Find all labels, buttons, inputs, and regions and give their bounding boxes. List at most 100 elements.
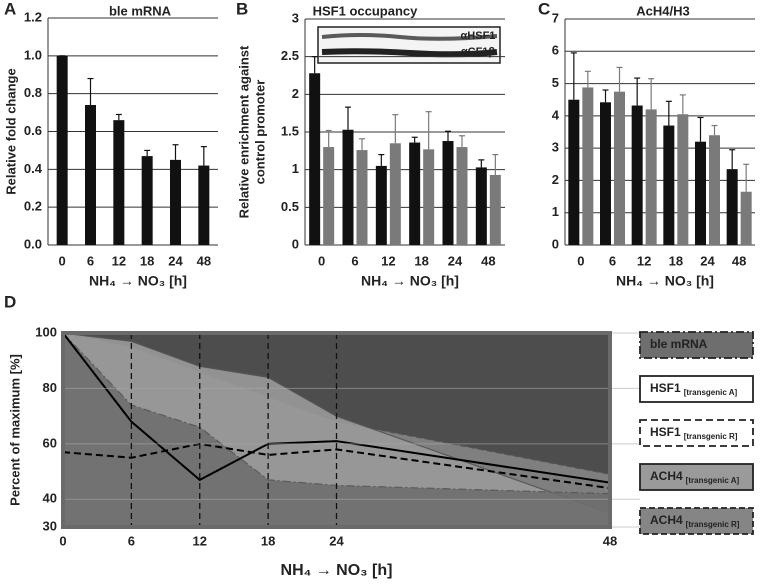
legend-name-sub: [transgenic R] (684, 432, 738, 441)
legend-name-sub: [transgenic A] (686, 476, 740, 485)
bar (709, 135, 720, 245)
blot-label: αHSF1 (461, 30, 496, 42)
x-tick-label: 0 (59, 533, 66, 548)
y-tick-label: 7 (552, 10, 559, 25)
x-axis-label: NH₄ → NO₃ [h] (89, 273, 187, 289)
legend-swatch (639, 463, 754, 491)
bar (614, 91, 625, 246)
legend-name: HSF1 (650, 425, 681, 439)
y-axis-label: Relative fold change (3, 68, 18, 194)
x-tick-label: 24 (168, 253, 183, 268)
chart-title: ble mRNA (109, 3, 172, 18)
panel-letter: A (4, 0, 16, 18)
bar (141, 156, 153, 245)
legend-label: HSF1 [transgenic A] (650, 381, 738, 397)
legend-swatch (639, 507, 754, 535)
legend-name: ACH4 (650, 513, 683, 527)
line (62, 332, 611, 484)
legend-swatch (639, 375, 754, 403)
blot-label: αCF1β (461, 46, 496, 58)
x-tick-label: 6 (351, 253, 358, 268)
blot-band (321, 48, 498, 58)
bar (631, 105, 643, 245)
y-tick-label: 2.5 (281, 48, 299, 63)
y-tick-label: 1.0 (24, 47, 42, 62)
x-tick-label: 18 (140, 253, 154, 268)
y-tick-label: 1 (552, 204, 559, 219)
x-tick-label: 48 (732, 253, 746, 268)
x-tick-label: 24 (448, 253, 463, 268)
legend-name: ACH4 (650, 469, 683, 483)
y-tick-label: 0.2 (24, 199, 42, 214)
bar (456, 147, 468, 245)
chart-title: HSF1 occupancy (313, 3, 419, 18)
line (62, 442, 611, 490)
legend-name: HSF1 (650, 381, 681, 395)
bar (645, 109, 657, 246)
x-tick-label: 6 (609, 253, 616, 268)
legend-label: HSF1 [transgenic R] (650, 425, 738, 441)
x-axis-label: NH₄ → NO₃ [h] (281, 562, 393, 579)
bar (475, 167, 487, 245)
legend-name: ble mRNA (650, 337, 708, 351)
y-tick-label: 0.4 (24, 161, 43, 176)
panel-letter: B (236, 0, 248, 18)
x-tick-label: 18 (669, 253, 683, 268)
y-tick-label: 0 (552, 236, 559, 251)
x-tick-label: 48 (481, 253, 495, 268)
bar (423, 149, 435, 245)
bar (740, 191, 752, 245)
y-tick-label: 3 (552, 140, 559, 155)
bar (582, 87, 594, 246)
y-tick-label: 0.8 (24, 85, 42, 100)
bar (677, 114, 689, 245)
y-tick-label: 0.0 (24, 236, 42, 251)
y-tick-label: 60 (43, 435, 57, 450)
x-tick-label: 0 (318, 253, 325, 268)
y-tick-label: 1.2 (24, 9, 42, 24)
x-axis-label: NH₄ → NO₃ [h] (616, 273, 714, 289)
x-axis-label: NH₄ → NO₃ [h] (361, 273, 459, 289)
x-tick-label: 6 (87, 253, 94, 268)
bar (695, 141, 706, 245)
legend-name-sub: [transgenic R] (686, 520, 740, 529)
bar (409, 142, 421, 245)
y-axis-label: Percent of maximum [%] (7, 354, 22, 506)
bar (56, 55, 68, 246)
y-tick-label: 0.5 (281, 199, 299, 214)
x-tick-label: 0 (577, 253, 584, 268)
bar (198, 165, 210, 245)
y-axis-label: Relative enrichment against (236, 45, 251, 218)
x-tick-label: 12 (112, 253, 126, 268)
x-tick-label: 18 (261, 533, 275, 548)
y-tick-label: 1 (292, 161, 299, 176)
bar (600, 102, 611, 245)
panel-letter: C (538, 0, 550, 18)
bar (356, 150, 368, 245)
x-tick-label: 48 (603, 533, 617, 548)
bar (309, 73, 321, 246)
bar (323, 147, 335, 245)
x-tick-label: 24 (700, 253, 715, 268)
bar (663, 125, 675, 245)
bar (726, 169, 738, 245)
x-tick-label: 0 (59, 253, 66, 268)
bar (342, 129, 354, 245)
legend-swatch (639, 331, 754, 359)
bar (170, 159, 181, 245)
chart-title: AcH4/H3 (636, 3, 689, 18)
blot-band (321, 33, 498, 41)
y-tick-label: 5 (552, 75, 559, 90)
y-tick-label: 6 (552, 43, 559, 58)
bar (489, 174, 501, 245)
bar (113, 120, 125, 245)
x-tick-label: 12 (381, 253, 395, 268)
y-tick-label: 100 (35, 324, 57, 339)
x-tick-label: 12 (637, 253, 651, 268)
legend-label: ACH4 [transgenic R] (650, 513, 740, 529)
x-tick-label: 18 (414, 253, 428, 268)
bar (375, 165, 387, 245)
bar (85, 105, 96, 246)
plot-frame (61, 331, 612, 529)
bar (389, 143, 401, 245)
